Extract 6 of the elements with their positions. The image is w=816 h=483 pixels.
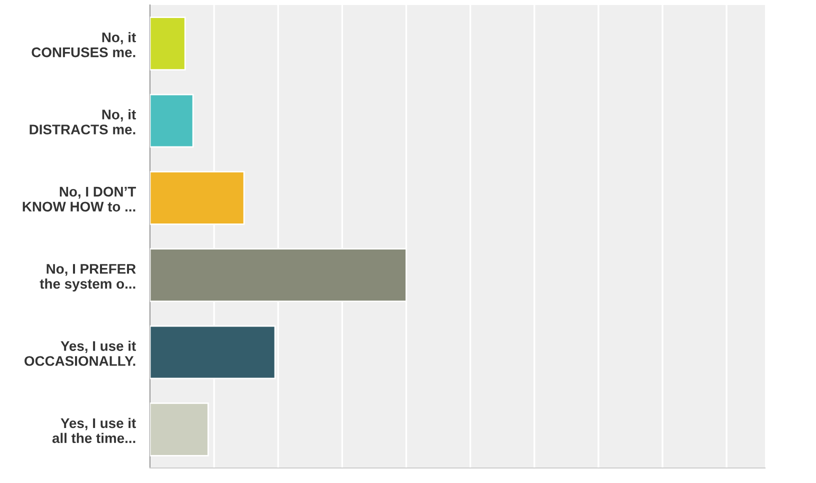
y-tick-label: No, I DON’T KNOW HOW to ... [22,186,136,212]
y-tick-label: No, it DISTRACTS me. [30,109,136,134]
y-tick-label: Yes, I use it all the time... [52,418,136,444]
y-tick-label: No, it CONFUSES me. [32,32,136,58]
y-tick-label: Yes, I use it OCCASIONALLY. [24,340,136,366]
y-tick-label: No, I PREFER the system o... [40,264,136,292]
